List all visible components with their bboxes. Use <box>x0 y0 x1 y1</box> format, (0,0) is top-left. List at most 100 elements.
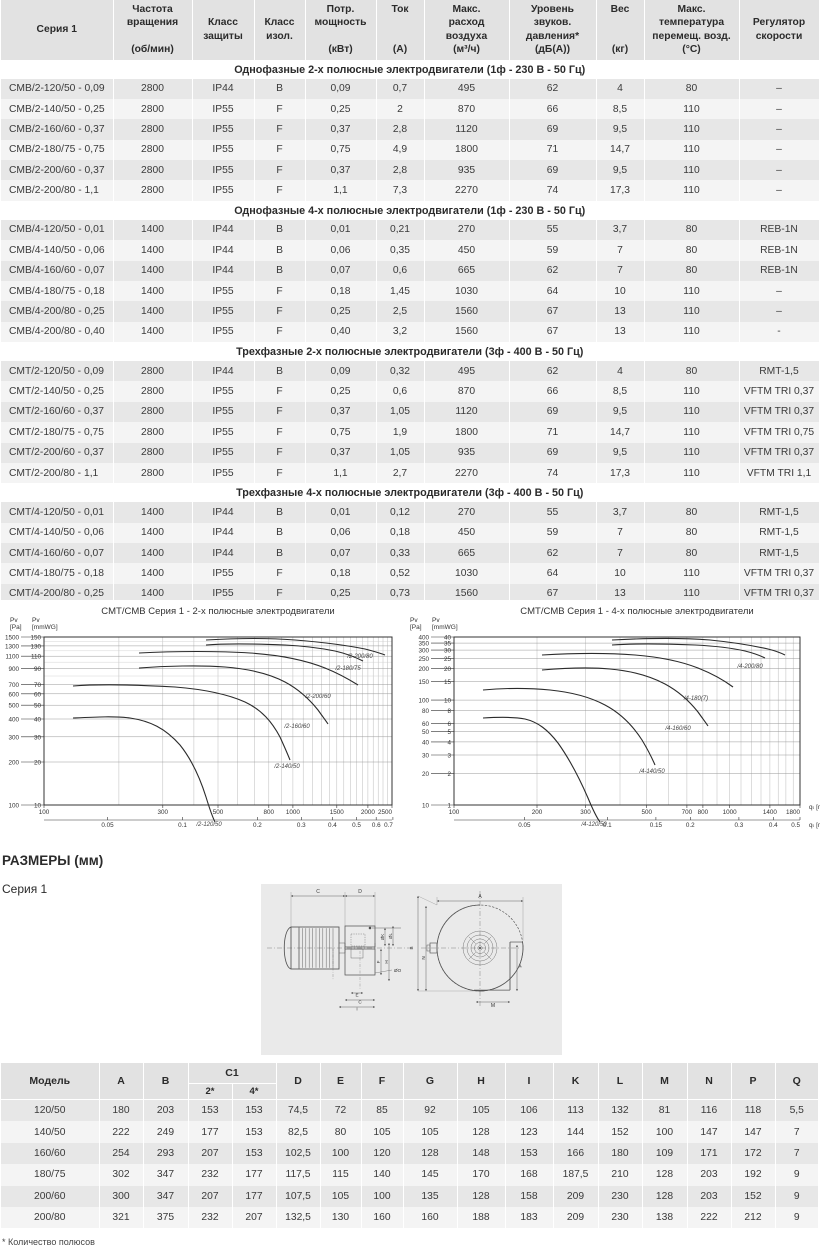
svg-text:0.1: 0.1 <box>178 822 187 829</box>
svg-text:110: 110 <box>31 654 42 661</box>
svg-text:Pv: Pv <box>10 617 18 624</box>
svg-text:40: 40 <box>422 739 430 746</box>
svg-text:200: 200 <box>532 809 543 816</box>
svg-text:CMT/CMB Серия 1 - 4-х полюсны: CMT/CMB Серия 1 - 4-х полюсные электродв… <box>520 606 753 617</box>
svg-text:350: 350 <box>418 641 429 648</box>
svg-text:300: 300 <box>8 734 19 741</box>
svg-text:Pv: Pv <box>32 617 40 624</box>
svg-text:2000: 2000 <box>361 809 376 816</box>
svg-text:1000: 1000 <box>286 809 301 816</box>
svg-text:E: E <box>355 993 358 998</box>
svg-text:70: 70 <box>34 682 42 689</box>
svg-text:0.6: 0.6 <box>372 822 381 829</box>
svg-text:900: 900 <box>8 666 19 673</box>
svg-text:60: 60 <box>422 721 430 728</box>
svg-text:0.3: 0.3 <box>297 822 306 829</box>
svg-text:10: 10 <box>422 803 430 810</box>
svg-text:700: 700 <box>8 682 19 689</box>
svg-text:2: 2 <box>447 771 451 778</box>
svg-text:300: 300 <box>158 809 169 816</box>
svg-text:300: 300 <box>580 809 591 816</box>
svg-text:/4-120/50: /4-120/50 <box>580 822 607 828</box>
svg-text:0.5: 0.5 <box>791 822 800 829</box>
svg-text:60: 60 <box>34 691 42 698</box>
svg-text:/4-140/50: /4-140/50 <box>638 769 665 775</box>
svg-text:0.2: 0.2 <box>253 822 262 829</box>
svg-text:100: 100 <box>8 803 19 810</box>
svg-text:0.3: 0.3 <box>735 822 744 829</box>
svg-text:F: F <box>376 960 381 963</box>
svg-text:300: 300 <box>418 648 429 655</box>
svg-text:90: 90 <box>34 666 42 673</box>
svg-text:1000: 1000 <box>723 809 738 816</box>
svg-text:500: 500 <box>8 703 19 710</box>
svg-text:0.15: 0.15 <box>650 822 663 829</box>
svg-text:30: 30 <box>444 648 452 655</box>
svg-text:/2-160/60: /2-160/60 <box>283 724 310 730</box>
svg-text:15: 15 <box>444 679 452 686</box>
svg-text:/2-140/50: /2-140/50 <box>273 764 300 770</box>
svg-text:/2-180/75: /2-180/75 <box>334 666 361 672</box>
svg-text:700: 700 <box>682 809 693 816</box>
svg-text:ØK: ØK <box>380 934 385 940</box>
svg-text:10: 10 <box>444 698 452 705</box>
svg-text:1300: 1300 <box>5 643 20 650</box>
svg-text:250: 250 <box>418 656 429 663</box>
svg-text:100: 100 <box>449 809 460 816</box>
svg-text:600: 600 <box>8 691 19 698</box>
svg-text:/2-120/50: /2-120/50 <box>195 822 222 828</box>
svg-text:0.7: 0.7 <box>384 822 393 829</box>
svg-text:0.05: 0.05 <box>518 822 531 829</box>
svg-text:0.5: 0.5 <box>352 822 361 829</box>
svg-text:1400: 1400 <box>763 809 778 816</box>
svg-text:/4-200/80: /4-200/80 <box>736 664 763 670</box>
svg-text:100: 100 <box>418 698 429 705</box>
svg-text:[Pa]: [Pa] <box>410 624 422 631</box>
svg-text:200: 200 <box>418 666 429 673</box>
svg-text:5: 5 <box>447 729 451 736</box>
svg-text:0.05: 0.05 <box>101 822 114 829</box>
svg-text:ØL: ØL <box>388 933 393 939</box>
svg-text:35: 35 <box>444 641 452 648</box>
svg-text:Pv: Pv <box>432 617 440 624</box>
svg-text:500: 500 <box>213 809 224 816</box>
svg-text:200: 200 <box>8 760 19 767</box>
svg-text:8: 8 <box>447 708 451 715</box>
svg-text:150: 150 <box>30 635 41 642</box>
svg-text:2500: 2500 <box>378 809 393 816</box>
svg-text:CMT/CMB Серия 1 - 2-х полюсны: CMT/CMB Серия 1 - 2-х полюсные электродв… <box>101 606 334 617</box>
svg-text:qₜ [m³/h]: qₜ [m³/h] <box>809 804 820 811</box>
svg-text:M: M <box>491 1003 495 1009</box>
svg-text:150: 150 <box>418 679 429 686</box>
svg-text:1800: 1800 <box>786 809 801 816</box>
svg-text:ØO: ØO <box>394 968 402 973</box>
svg-text:/4-180(7): /4-180(7) <box>683 696 708 702</box>
svg-text:/2-200/60: /2-200/60 <box>304 694 331 700</box>
svg-text:50: 50 <box>34 703 42 710</box>
svg-text:800: 800 <box>264 809 275 816</box>
svg-text:/4-160/60: /4-160/60 <box>664 726 691 732</box>
svg-text:100: 100 <box>39 809 50 816</box>
svg-text:40: 40 <box>34 717 42 724</box>
svg-text:30: 30 <box>422 753 430 760</box>
svg-text:1500: 1500 <box>5 635 20 642</box>
svg-text:I: I <box>356 1007 357 1012</box>
svg-text:80: 80 <box>422 708 430 715</box>
svg-text:6: 6 <box>447 721 451 728</box>
svg-text:130: 130 <box>30 643 41 650</box>
svg-text:H: H <box>384 960 389 963</box>
svg-text:1100: 1100 <box>5 654 19 661</box>
svg-text:[mmWG]: [mmWG] <box>432 624 458 631</box>
svg-text:20: 20 <box>34 760 42 767</box>
svg-text:[mmWG]: [mmWG] <box>32 624 58 631</box>
svg-text:500: 500 <box>641 809 652 816</box>
svg-text:B: B <box>409 946 414 949</box>
svg-text:/2-200/80: /2-200/80 <box>346 654 373 660</box>
svg-text:0.4: 0.4 <box>328 822 337 829</box>
svg-text:400: 400 <box>418 635 429 642</box>
svg-text:D: D <box>358 889 362 895</box>
svg-text:Pv: Pv <box>410 617 418 624</box>
svg-text:0.4: 0.4 <box>769 822 778 829</box>
svg-text:P: P <box>518 964 523 967</box>
svg-text:800: 800 <box>698 809 709 816</box>
